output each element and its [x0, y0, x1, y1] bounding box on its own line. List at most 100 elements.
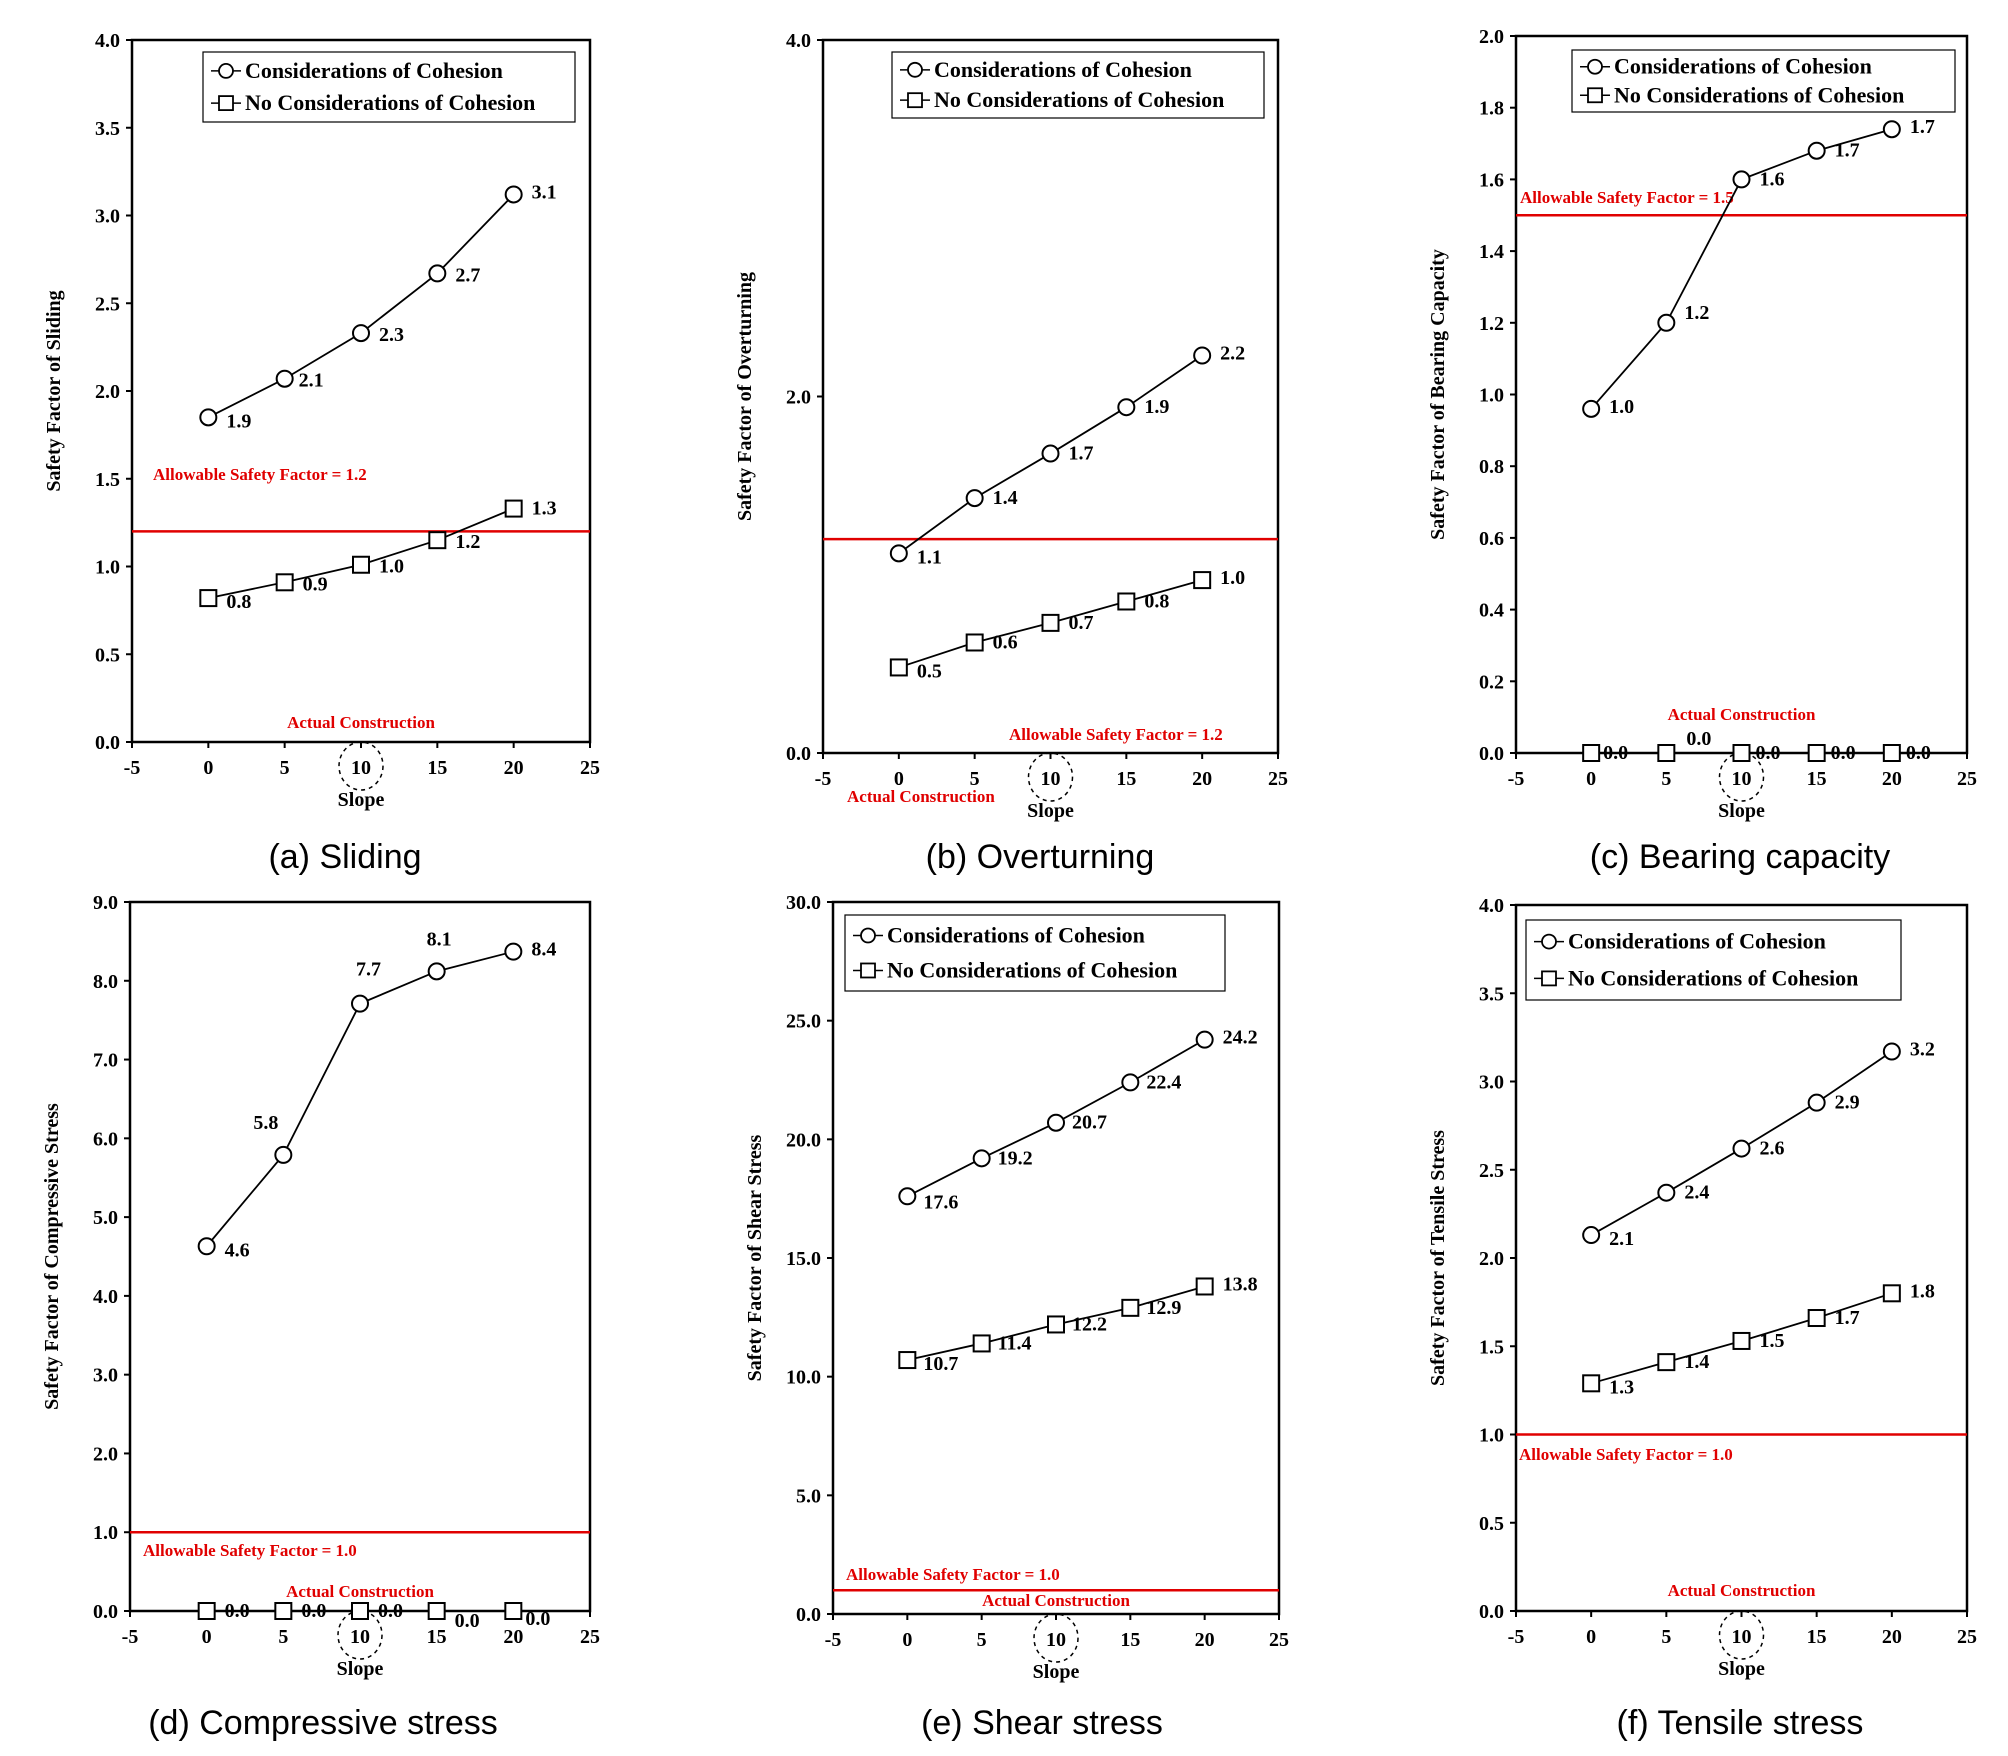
- data-label: 17.6: [923, 1191, 958, 1213]
- data-point-circle: [1195, 1030, 1214, 1049]
- plot-frame: [831, 900, 1281, 1616]
- data-label: 0.7: [1069, 612, 1094, 634]
- allowable-label: Allowable Safety Factor = 1.0: [143, 1541, 357, 1560]
- y-tick-label: 0.2: [1479, 671, 1504, 693]
- x-tick-label: 15: [427, 1626, 447, 1648]
- x-tick-label: 5: [278, 1626, 288, 1648]
- data-point-square: [1807, 744, 1826, 762]
- legend-marker-square: [860, 962, 876, 979]
- data-point-square: [427, 1602, 446, 1620]
- legend-label: No Considerations of Cohesion: [887, 957, 1177, 982]
- legend: Considerations of Cohesion No Considerati…: [844, 914, 1226, 992]
- data-point-circle: [1807, 141, 1826, 160]
- chart-panel-c: 0.0 0.2 0.4 0.6 0.8 1.0 1.2 1.4 1.6 1.8 2.0 -5 0 5 10 1…: [1427, 26, 1977, 876]
- y-tick-label: 1.0: [1479, 385, 1504, 407]
- x-tick-label: 25: [1957, 1626, 1977, 1648]
- series-line-cohesion: [207, 193, 515, 419]
- y-tick-label: 3.0: [93, 1365, 118, 1387]
- data-label: 10.7: [923, 1353, 958, 1375]
- data-label: 1.1: [917, 546, 942, 568]
- y-axis-label: Safety Factor of Overturning: [734, 272, 756, 521]
- y-tick-label: 0.4: [1479, 600, 1504, 622]
- data-label: 1.9: [1144, 396, 1169, 418]
- data-label: 24.2: [1223, 1027, 1258, 1049]
- data-label: 8.4: [531, 939, 556, 961]
- x-axis-label: Slope: [337, 1658, 384, 1680]
- actual-slope-highlight: [1718, 1610, 1765, 1660]
- data-point-circle: [972, 1149, 991, 1168]
- allowable-label: Allowable Safety Factor = 1.0: [1519, 1445, 1733, 1464]
- y-tick-label: 3.5: [95, 118, 120, 140]
- data-label: 0.0: [378, 1600, 403, 1622]
- y-tick-label: 4.0: [93, 1286, 118, 1308]
- legend-label: Considerations of Cohesion: [1568, 929, 1826, 954]
- data-point-square: [889, 658, 908, 677]
- y-tick-label: 1.8: [1479, 98, 1504, 120]
- data-label: 1.0: [1220, 567, 1245, 589]
- data-label: 1.4: [993, 487, 1018, 509]
- legend-label: No Considerations of Cohesion: [1614, 82, 1904, 107]
- legend-box: [1571, 49, 1956, 113]
- data-point-square: [197, 1602, 216, 1620]
- x-tick-label: 15: [1120, 1629, 1140, 1651]
- data-point-square: [1195, 1277, 1214, 1296]
- data-point-circle: [1582, 1226, 1601, 1245]
- x-tick-label: 5: [1661, 1626, 1671, 1648]
- data-point-square: [1657, 744, 1676, 762]
- actual-construction-label: Actual Construction: [286, 1582, 434, 1601]
- y-tick-label: 3.0: [1479, 1072, 1504, 1094]
- data-label: 0.8: [1144, 590, 1169, 612]
- x-tick-label: 15: [1807, 768, 1827, 790]
- legend: Considerations of Cohesion No Considerati…: [1571, 49, 1956, 113]
- data-point-circle: [1041, 444, 1060, 463]
- data-label: 3.2: [1910, 1038, 1935, 1060]
- y-tick-label: 2.5: [95, 293, 120, 315]
- data-label: 0.9: [303, 573, 328, 595]
- y-tick-label: 7.0: [93, 1050, 118, 1072]
- data-point-square: [351, 1602, 369, 1620]
- y-tick-label: 1.0: [1479, 1425, 1504, 1447]
- x-axis-label: Slope: [1033, 1661, 1080, 1683]
- x-tick-label: 0: [894, 768, 904, 790]
- y-tick-label: 0.0: [93, 1601, 118, 1623]
- x-tick-label: -5: [122, 1626, 139, 1648]
- x-tick-label: -5: [825, 1629, 842, 1651]
- x-tick-label: 20: [1192, 768, 1212, 790]
- x-tick-label: 20: [1882, 768, 1902, 790]
- allowable-label: Allowable Safety Factor = 1.2: [153, 465, 367, 484]
- data-point-circle: [1117, 398, 1136, 417]
- data-point-circle: [428, 264, 447, 283]
- data-label: 0.0: [1831, 742, 1856, 764]
- y-tick-label: 1.0: [93, 1522, 118, 1544]
- data-point-circle: [1657, 1183, 1676, 1202]
- legend-marker-square: [1587, 87, 1603, 104]
- data-label: 7.7: [356, 959, 381, 981]
- x-axis-label: Slope: [1718, 800, 1765, 822]
- x-tick-label: 25: [1269, 1629, 1289, 1651]
- legend-marker-circle: [218, 63, 234, 79]
- y-tick-label: 8.0: [93, 971, 118, 993]
- chart-panel-b: 0.0 2.0 4.0 -5 0 5 10 15 20 25 Slope Safety Factor …: [734, 30, 1288, 876]
- actual-slope-highlight: [338, 741, 384, 791]
- y-axis-label: Safety Factor of Tensile Stress: [1427, 1130, 1449, 1386]
- data-point-circle: [1732, 170, 1751, 189]
- data-label: 1.7: [1835, 140, 1860, 162]
- data-point-circle: [274, 1145, 293, 1164]
- data-point-circle: [1047, 1113, 1065, 1132]
- legend-label: Considerations of Cohesion: [1614, 54, 1872, 79]
- y-tick-label: 1.2: [1479, 313, 1504, 335]
- x-tick-label: 10: [351, 757, 371, 779]
- legend-label: Considerations of Cohesion: [887, 923, 1145, 948]
- data-point-circle: [889, 544, 908, 563]
- data-point-circle: [351, 994, 369, 1013]
- data-label: 1.2: [455, 531, 480, 553]
- x-tick-label: 0: [203, 757, 213, 779]
- y-tick-label: 0.0: [95, 732, 120, 754]
- data-label: 1.5: [1760, 1330, 1785, 1352]
- x-tick-label: -5: [124, 757, 141, 779]
- data-label: 0.0: [525, 1608, 550, 1630]
- data-point-square: [1657, 1353, 1676, 1372]
- x-tick-label: 15: [427, 757, 447, 779]
- x-tick-label: 20: [1195, 1629, 1215, 1651]
- data-label: 0.0: [1756, 742, 1781, 764]
